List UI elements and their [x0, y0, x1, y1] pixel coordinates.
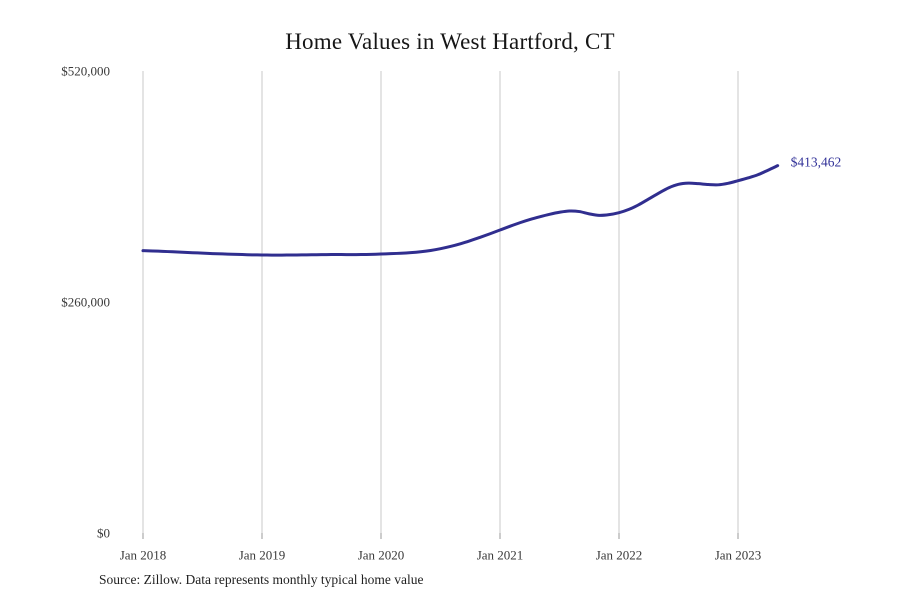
x-tick-label: Jan 2022	[596, 548, 643, 563]
chart-title: Home Values in West Hartford, CT	[285, 29, 615, 54]
x-tick-label: Jan 2023	[715, 548, 762, 563]
y-tick-label: $0	[97, 526, 110, 541]
end-value-label: $413,462	[791, 155, 842, 170]
x-tick-label: Jan 2018	[120, 548, 167, 563]
y-tick-label: $260,000	[61, 295, 110, 310]
x-tick-label: Jan 2020	[358, 548, 405, 563]
y-tick-label: $520,000	[61, 64, 110, 79]
x-tick-label: Jan 2019	[239, 548, 286, 563]
x-tick-label: Jan 2021	[477, 548, 524, 563]
source-note: Source: Zillow. Data represents monthly …	[99, 572, 424, 587]
value-line	[141, 164, 780, 257]
